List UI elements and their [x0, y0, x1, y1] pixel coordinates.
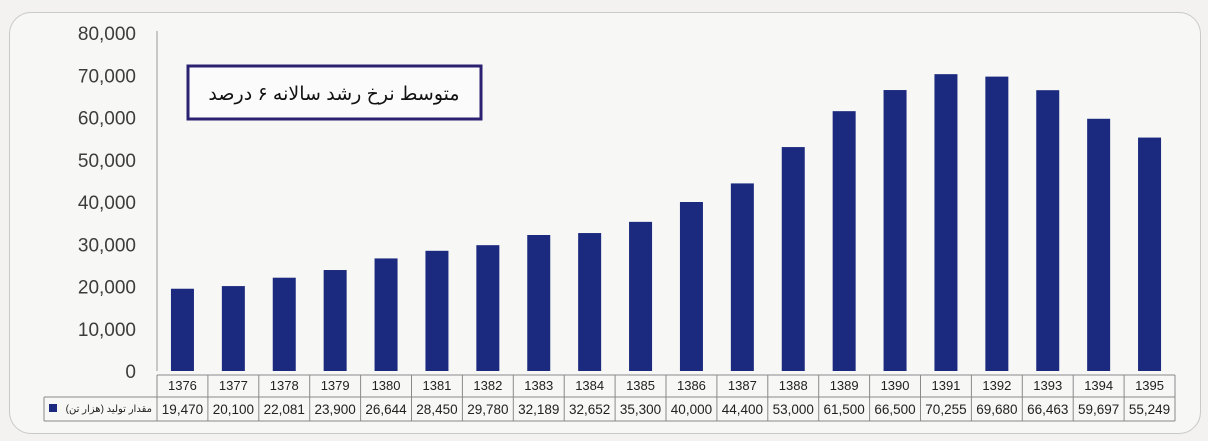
category-label: 1383 — [524, 378, 553, 393]
value-label: 59,697 — [1078, 402, 1119, 417]
value-label: 61,500 — [824, 402, 865, 417]
bar — [781, 147, 805, 371]
bar — [476, 245, 500, 371]
bar — [730, 183, 754, 371]
category-label: 1391 — [931, 378, 960, 393]
category-label: 1395 — [1135, 378, 1164, 393]
y-tick-label: 30,000 — [78, 235, 136, 256]
bar — [934, 74, 958, 372]
category-label: 1382 — [473, 378, 502, 393]
bar — [323, 270, 347, 371]
category-label: 1393 — [1033, 378, 1062, 393]
value-label: 70,255 — [925, 402, 966, 417]
value-label: 44,400 — [722, 402, 763, 417]
bar — [1138, 137, 1162, 371]
value-label: 26,644 — [365, 402, 407, 417]
category-label: 1389 — [830, 378, 859, 393]
bar — [1087, 118, 1111, 371]
value-label: 29,780 — [467, 402, 508, 417]
legend-label: مقدار تولید (هزار تن) — [66, 404, 152, 415]
y-tick-label: 50,000 — [78, 151, 136, 172]
bar — [425, 250, 449, 371]
annotation-border — [186, 64, 483, 121]
bar — [1036, 90, 1060, 372]
category-label: 1380 — [372, 378, 401, 393]
category-label: 1390 — [881, 378, 910, 393]
bars-group — [170, 74, 1162, 372]
y-tick-label: 0 — [125, 362, 136, 383]
category-label: 1386 — [677, 378, 706, 393]
legend-swatch — [49, 404, 57, 412]
bar — [832, 111, 856, 371]
bar — [578, 233, 602, 371]
bar — [374, 258, 398, 371]
bar — [221, 286, 245, 371]
category-label: 1384 — [575, 378, 604, 393]
value-label: 23,900 — [315, 402, 356, 417]
bar — [170, 288, 194, 371]
annotation-text: متوسط نرخ رشد سالانه ۶ درصد — [208, 84, 459, 105]
y-tick-label: 40,000 — [78, 193, 136, 214]
value-label: 32,652 — [569, 402, 610, 417]
value-label: 53,000 — [773, 402, 814, 417]
y-tick-label: 20,000 — [78, 278, 136, 299]
bar — [527, 235, 551, 371]
value-label: 22,081 — [264, 402, 305, 417]
y-tick-label: 80,000 — [78, 24, 136, 45]
data-table: 1376 19,470 1377 20,100 1378 22,081 1379 23,900… — [43, 374, 1176, 422]
category-label: 1379 — [321, 378, 350, 393]
bar — [679, 202, 703, 371]
value-label: 69,680 — [976, 402, 1017, 417]
value-label: 40,000 — [671, 402, 712, 417]
y-tick-label: 70,000 — [78, 66, 136, 87]
value-label: 19,470 — [162, 402, 203, 417]
y-tick-label: 60,000 — [78, 109, 136, 130]
bar — [272, 277, 296, 371]
category-label: 1381 — [422, 378, 451, 393]
annotation-box: متوسط نرخ رشد سالانه ۶ درصد — [186, 64, 483, 121]
value-label: 32,189 — [518, 402, 559, 417]
value-label: 20,100 — [213, 402, 254, 417]
category-label: 1377 — [219, 378, 248, 393]
y-tick-label: 10,000 — [78, 320, 136, 341]
category-label: 1385 — [626, 378, 655, 393]
category-label: 1394 — [1084, 378, 1113, 393]
value-label: 28,450 — [416, 402, 457, 417]
bar — [985, 76, 1009, 372]
y-axis: 0 10,000 20,000 30,000 40,000 50,000 60,000 70,… — [78, 24, 158, 383]
value-label: 66,500 — [874, 402, 915, 417]
value-label: 55,249 — [1129, 402, 1170, 417]
category-label: 1387 — [728, 378, 757, 393]
category-label: 1376 — [168, 378, 197, 393]
category-label: 1388 — [779, 378, 808, 393]
bar — [629, 221, 653, 371]
bar — [883, 90, 907, 371]
category-label: 1392 — [982, 378, 1011, 393]
value-label: 35,300 — [620, 402, 661, 417]
category-label: 1378 — [270, 378, 299, 393]
value-label: 66,463 — [1027, 402, 1068, 417]
